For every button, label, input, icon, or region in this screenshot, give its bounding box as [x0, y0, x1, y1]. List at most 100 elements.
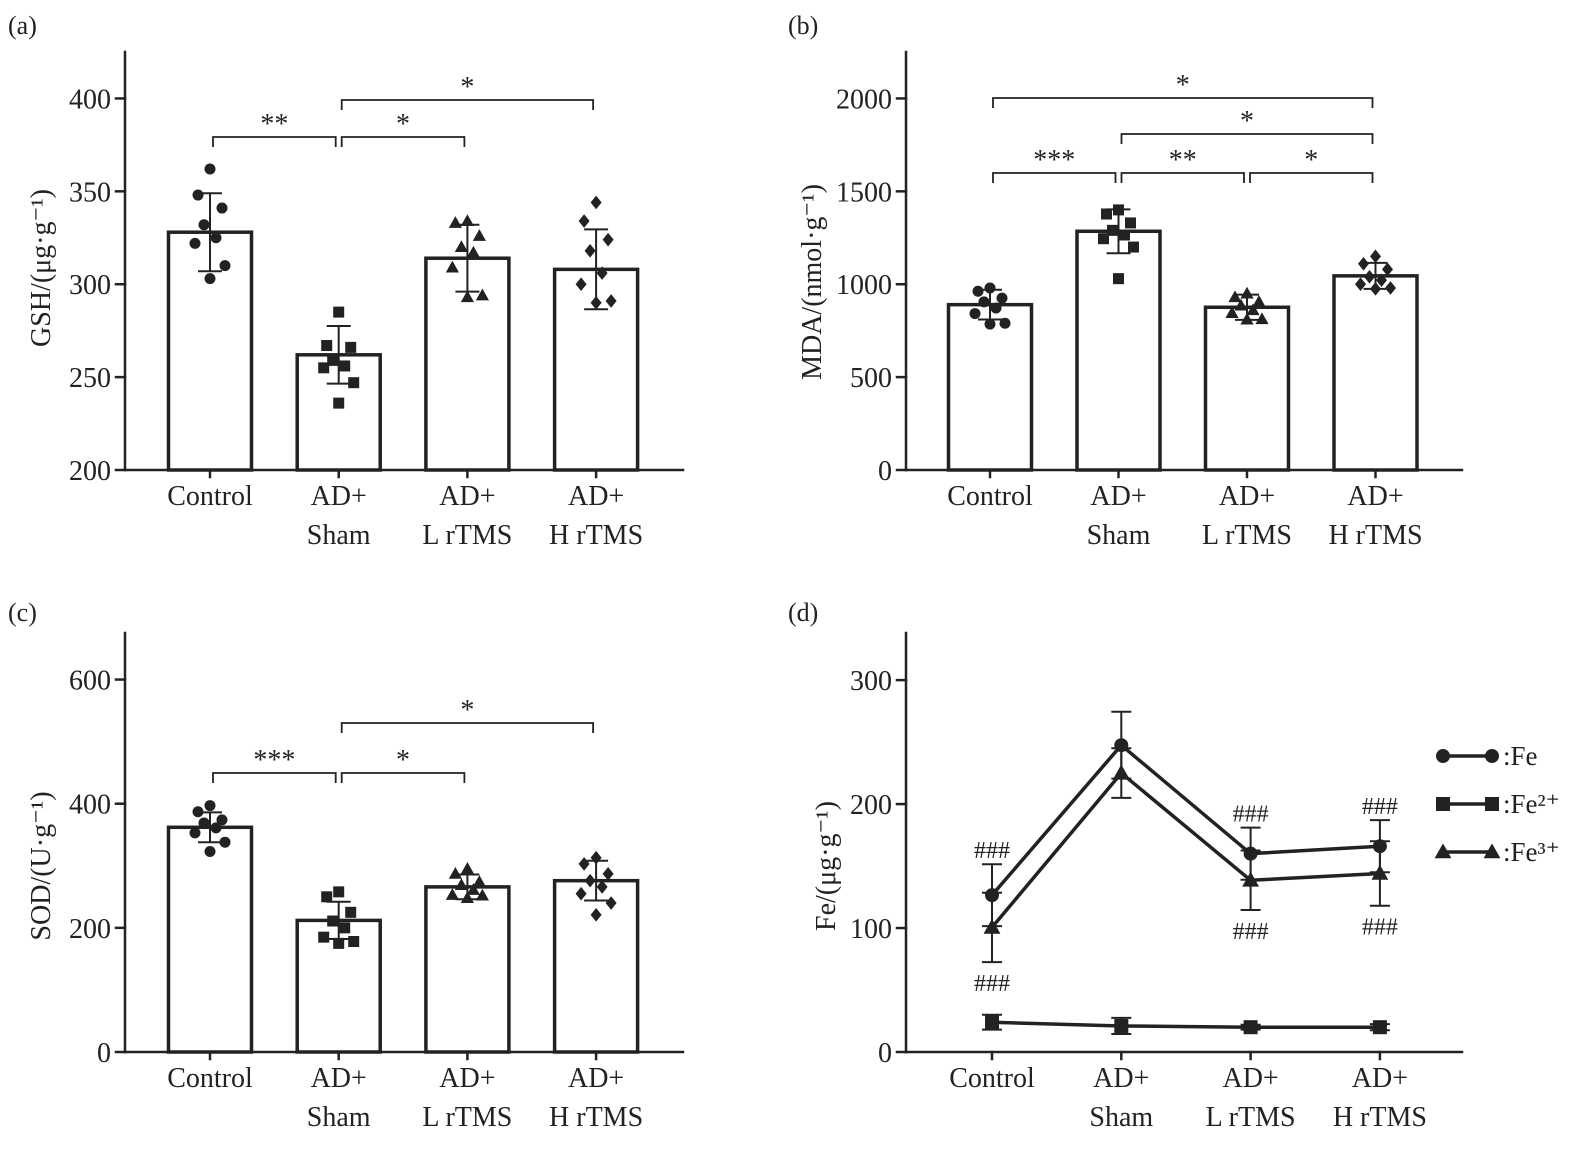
data-point [327, 915, 339, 927]
data-point [219, 836, 231, 848]
y-tick-label: 2000 [836, 84, 892, 115]
x-tick-label: H rTMS [1333, 1102, 1427, 1133]
x-tick-label: AD+ [311, 481, 367, 512]
data-point [1355, 277, 1366, 292]
y-tick-label: 200 [69, 456, 111, 487]
bar [166, 825, 254, 1054]
data-point [475, 888, 489, 901]
legend-label: :Fe [1503, 741, 1538, 771]
significance-label: *** [1033, 145, 1075, 176]
y-tick-label: 200 [69, 914, 111, 945]
data-point [1246, 303, 1260, 316]
data-point [348, 377, 360, 389]
data-point [1255, 312, 1269, 325]
data-point [198, 817, 210, 829]
y-tick-label: 0 [878, 1038, 892, 1069]
significance-bracket [340, 136, 466, 147]
data-point [1225, 306, 1239, 318]
data-point [1128, 241, 1139, 253]
data-point [984, 282, 996, 294]
bar [424, 885, 511, 1054]
data-point [454, 878, 468, 890]
data-point [575, 886, 587, 901]
data-point [590, 195, 602, 210]
panel-d: (d) ### ### ### ### ### ###:Fe:Fe²⁺:Fe³⁺ 0 100 20… [788, 598, 1560, 1133]
y-tick-label: 350 [69, 177, 111, 208]
data-point [575, 277, 587, 292]
significance-label: * [1240, 106, 1254, 137]
data-point [189, 827, 201, 839]
x-tick-label: Sham [307, 520, 371, 551]
data-point [1372, 1020, 1387, 1035]
x-tick-label: Control [167, 1063, 253, 1094]
y-tick-label: 0 [97, 1038, 111, 1069]
x-tick-label: AD+ [1093, 1063, 1149, 1094]
data-point [318, 362, 330, 374]
significance-label: ### [974, 971, 1010, 997]
y-tick-label: 250 [69, 363, 111, 394]
data-point [1385, 281, 1396, 295]
data-point [1119, 229, 1130, 241]
x-tick-label: Control [167, 481, 253, 512]
data-point [216, 814, 228, 826]
data-point [590, 295, 602, 310]
data-point [1101, 208, 1112, 220]
significance-label: * [460, 72, 474, 103]
data-point [345, 906, 357, 918]
data-point [996, 292, 1008, 304]
x-tick-label: L rTMS [1202, 520, 1292, 551]
x-tick-label: AD+ [1090, 481, 1146, 512]
data-point [984, 318, 996, 330]
data-point [972, 285, 984, 297]
y-tick-label: 0 [878, 456, 892, 487]
data-point [448, 867, 462, 879]
x-tick-label: H rTMS [549, 1102, 643, 1133]
data-point [333, 306, 345, 318]
data-point [1107, 224, 1118, 236]
x-tick-label: AD+ [311, 1063, 367, 1094]
significance-bracket [1249, 172, 1374, 183]
y-tick-label: 400 [69, 84, 111, 115]
data-point [1125, 217, 1136, 229]
data-point [475, 288, 489, 301]
data-point [454, 240, 468, 253]
data-point [321, 891, 333, 903]
y-axis-label: MDA/(nmol·g⁻¹) [797, 184, 828, 380]
data-point [216, 202, 228, 214]
significance-label: ### [1233, 802, 1269, 828]
data-point [204, 163, 216, 175]
legend-marker [1485, 797, 1499, 811]
x-tick-label: L rTMS [1206, 1102, 1296, 1133]
significance-bracket [992, 172, 1117, 183]
legend-marker [1483, 843, 1501, 859]
data-point [1114, 1018, 1129, 1033]
data-point [204, 273, 216, 285]
y-tick-label: 100 [850, 914, 892, 945]
x-tick-label: Sham [307, 1102, 371, 1133]
data-point [584, 873, 596, 888]
significance-bracket [212, 772, 337, 783]
data-point [1112, 764, 1130, 780]
y-tick-label: 400 [69, 790, 111, 821]
data-point [1364, 269, 1375, 284]
x-tick-label: Control [949, 1063, 1035, 1094]
data-point [318, 931, 330, 943]
x-tick-label: H rTMS [1328, 520, 1422, 551]
series-line [990, 771, 1380, 929]
x-tick-label: AD+ [439, 481, 495, 512]
data-point [219, 260, 231, 272]
data-point [985, 1015, 999, 1030]
data-point [1370, 249, 1381, 264]
data-point [192, 806, 204, 818]
data-point [210, 822, 222, 834]
data-point [333, 937, 345, 949]
x-tick-label: H rTMS [549, 520, 643, 551]
data-point [1370, 282, 1381, 296]
significance-bracket [1120, 172, 1245, 183]
data-point [339, 360, 351, 372]
y-tick-label: 300 [69, 270, 111, 301]
data-point [1243, 1020, 1258, 1035]
